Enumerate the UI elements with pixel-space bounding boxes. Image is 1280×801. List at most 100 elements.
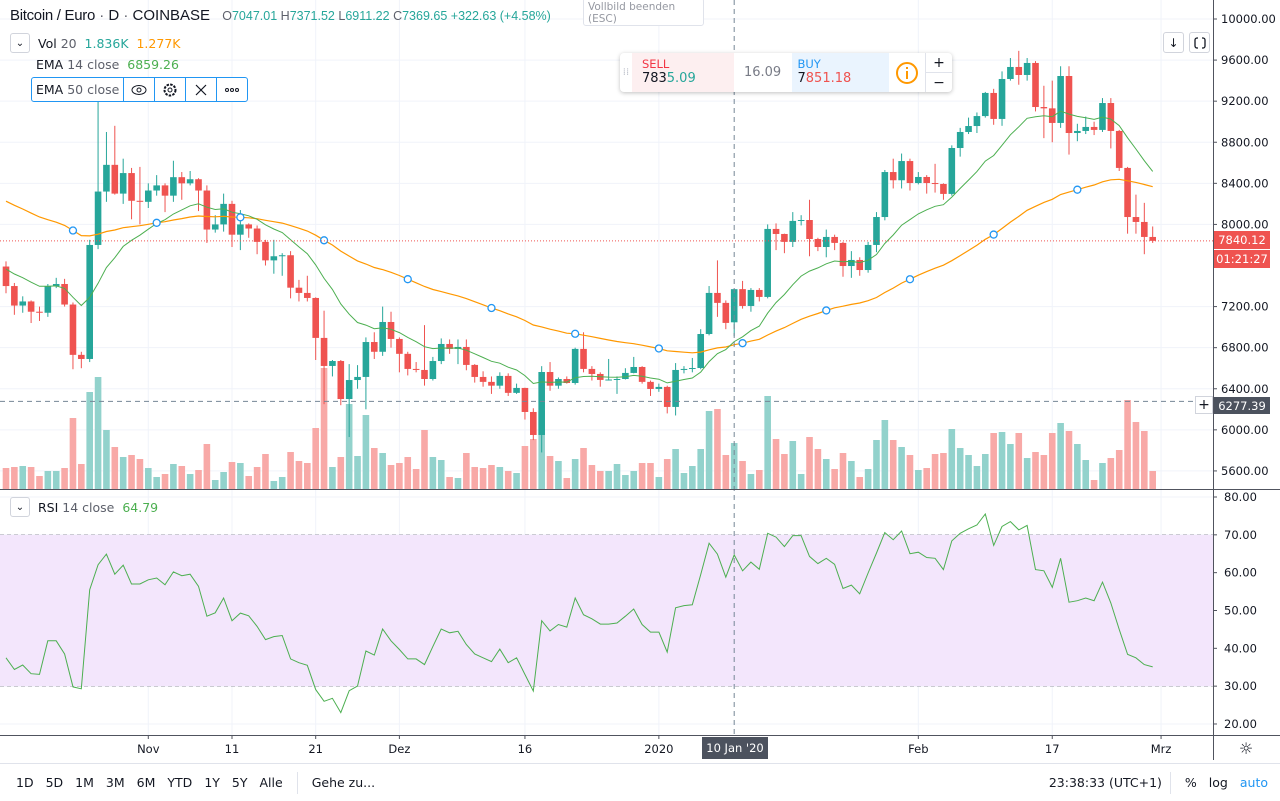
candle-down [940,183,947,194]
sell-button[interactable]: SELL 7835.09 [631,53,734,92]
candle-down [312,297,319,338]
volume-bar [705,411,713,489]
rsi-tick-label: 40.00 [1224,641,1257,655]
symbol-name[interactable]: Bitcoin / Euro [10,7,96,24]
volume-bar [781,454,788,489]
vol-value: 1.836K [84,35,129,51]
increase-button[interactable]: + [926,53,952,73]
volume-bar [404,457,412,489]
gear-icon: ☼ [1238,738,1254,758]
log-scale-toggle[interactable]: log [1208,775,1228,790]
ema50-label[interactable]: EMA 50 close [32,78,123,101]
hide-indicator-button[interactable] [123,78,154,101]
volume-bar [588,465,596,489]
percent-scale-toggle[interactable]: % [1184,775,1197,790]
plus-icon: + [1198,397,1210,413]
volume-bar [329,467,336,489]
candle-down [931,183,939,185]
candle-down [906,161,914,184]
fullscreen-button[interactable] [1189,32,1210,53]
price-tick-label: 8800.00 [1221,135,1269,149]
volume-bar [496,467,504,489]
volume-bar [295,461,303,489]
range-6m[interactable]: 6M [136,775,156,790]
auto-scale-toggle[interactable]: auto [1239,775,1268,790]
volume-bar [186,474,194,489]
collapse-rsi-button[interactable]: ⌄ [10,497,30,517]
candle-down [990,92,997,119]
volume-bar [463,453,470,489]
rsi-legend: ⌄ RSI 14 close 64.79 [10,497,158,517]
more-options-button[interactable] [216,78,247,101]
chart-canvas[interactable]: 10000.00 9600.00 9200.00 8800.00 8400.00 8000… [0,0,1280,763]
rsi-tick-label: 50.00 [1224,603,1257,617]
ema50-line [5,178,1153,354]
volume-bar [714,409,721,489]
remove-indicator-button[interactable] [185,78,216,101]
volume-bar [170,464,177,489]
range-1d[interactable]: 1D [16,775,34,790]
rsi-name[interactable]: RSI [38,499,59,515]
candle-up [270,256,278,261]
volume-bar [220,472,227,489]
candle-up [848,259,855,267]
volume-bar [730,443,738,489]
volume-bar [722,455,730,489]
candle-up [437,343,445,362]
volume-bar [1007,444,1014,489]
candle-down [61,283,68,305]
price-tick-label: 7200.00 [1221,300,1269,314]
volume-bar [1074,444,1081,489]
range-3m[interactable]: 3M [105,775,125,790]
candle-up [513,387,520,393]
range-ytd[interactable]: YTD [167,775,193,790]
range-all[interactable]: Alle [259,775,283,790]
rsi-band [0,534,1213,687]
chart-settings-button[interactable]: ☼ [1236,738,1256,758]
close-icon [195,84,207,95]
chevron-down-icon: ⌄ [15,501,25,513]
range-5y[interactable]: 5Y [231,775,248,790]
goto-date-button[interactable]: Gehe zu... [311,775,376,790]
volume-bar [370,448,378,489]
clock[interactable]: 23:38:33 (UTC+1) [1048,775,1162,790]
range-5d[interactable]: 5D [45,775,64,790]
candle-down [814,239,822,248]
volume-bar [488,465,495,489]
collapse-legend-button[interactable]: ⌄ [10,33,30,53]
scroll-to-latest-button[interactable]: ↓ [1163,32,1184,53]
candle-down [304,292,311,298]
candle-down [412,368,420,370]
volume-bar [111,447,119,489]
ema14-name[interactable]: EMA [36,57,64,72]
candle-up [948,148,956,194]
candle-up [998,78,1006,119]
tooltip-line1: Vollbild beenden [588,1,676,13]
candle-up [19,301,27,306]
price-tick-label: 9600.00 [1221,53,1269,67]
volume-bar [1124,400,1131,489]
volume-bar [237,463,244,489]
drag-handle[interactable]: ⁞⁞ [620,53,632,92]
volume-bar [61,468,68,489]
volume-bar [446,477,453,489]
candle-up [965,126,972,132]
indicator-settings-button[interactable] [154,78,185,101]
volume-bar [270,481,278,489]
range-1y[interactable]: 1Y [204,775,220,790]
volume-bar [1057,423,1064,489]
candle-up [354,376,361,381]
vol-name[interactable]: Vol [38,35,57,51]
buy-button[interactable]: BUY 7851.18 [791,53,890,92]
info-button[interactable] [889,53,925,92]
candle-up [873,217,880,245]
range-1m[interactable]: 1M [75,775,94,790]
volume-bar [86,392,93,489]
candle-up [1023,62,1031,75]
vol-ma-value: 1.277K [136,35,181,51]
ema50-point-marker [68,226,78,235]
add-order-button[interactable]: + [1195,396,1213,414]
volume-bar [739,461,746,489]
decrease-button[interactable]: − [933,74,945,91]
time-tick-label: 16 [518,742,533,756]
